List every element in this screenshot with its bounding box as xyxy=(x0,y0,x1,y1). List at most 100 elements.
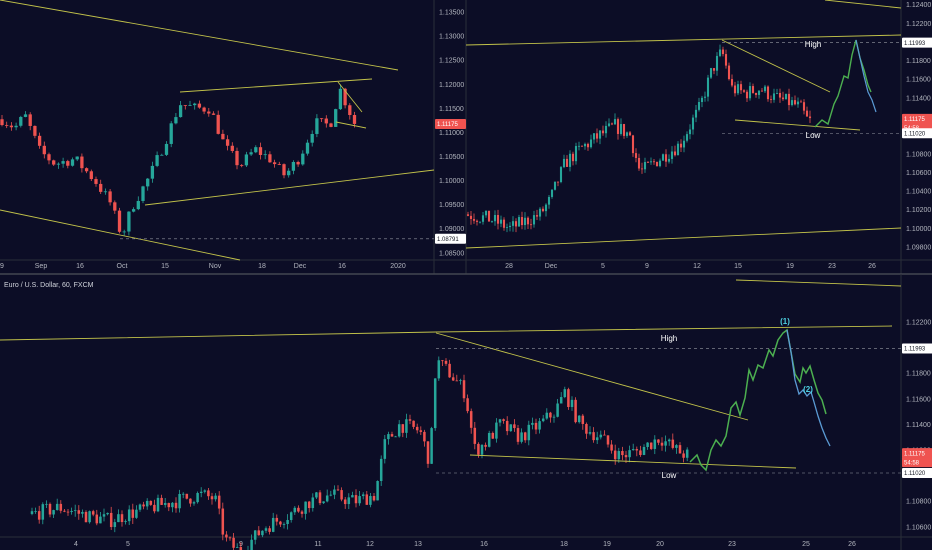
high-price-tag-bg xyxy=(902,343,932,354)
h1-candle xyxy=(469,411,473,428)
h1-candle xyxy=(37,511,41,520)
h4-candle xyxy=(673,151,677,156)
h4-candle xyxy=(655,161,659,167)
x-tick-label: 11 xyxy=(314,541,321,548)
low-price-tag-bg xyxy=(435,233,466,244)
h1-candle xyxy=(523,432,527,441)
h4-candle xyxy=(778,92,782,98)
h4-candle xyxy=(556,181,560,183)
h1-candle xyxy=(293,507,297,513)
h4-candle xyxy=(715,55,719,71)
h1-candle xyxy=(412,420,415,427)
last-price-tag-bg xyxy=(435,118,466,129)
high-price-tag: 1.11993 xyxy=(904,41,926,47)
h1-candle xyxy=(545,412,549,419)
y-tick-label: 1.12000 xyxy=(439,82,464,89)
h1-candle xyxy=(59,503,63,511)
h4-candle xyxy=(808,116,812,119)
h4-candle xyxy=(793,100,797,105)
daily-candle xyxy=(254,147,258,153)
h1-candle xyxy=(631,449,635,451)
h1-candle xyxy=(153,504,156,512)
h1-candle xyxy=(358,496,361,504)
h4-candle xyxy=(526,217,530,225)
left-price-axis-bg xyxy=(434,0,466,260)
h4-candle xyxy=(604,125,608,134)
h4-candle xyxy=(745,91,749,99)
h1-candle xyxy=(527,424,531,441)
h1-candle xyxy=(109,512,113,528)
h1-candle xyxy=(595,437,599,441)
h1-candle xyxy=(354,495,358,504)
h1-candle xyxy=(466,398,469,412)
h1-candle xyxy=(549,412,552,418)
daily-candle xyxy=(56,163,61,165)
h4-candle xyxy=(736,84,740,94)
x-tick-label: 2020 xyxy=(390,263,406,270)
h1-candle xyxy=(513,424,516,429)
daily-candle xyxy=(117,210,122,232)
h4-candle xyxy=(757,90,761,95)
h4-candle xyxy=(649,161,653,163)
h1-candle xyxy=(426,441,430,464)
h4-candle xyxy=(679,143,683,148)
h1-candle xyxy=(336,489,340,491)
h4-candle xyxy=(532,215,536,225)
daily-candle xyxy=(136,200,140,210)
x-tick-label: 4 xyxy=(74,541,78,548)
h1-candle xyxy=(113,522,117,528)
h4-candle xyxy=(751,86,755,93)
y-tick-label: 1.10800 xyxy=(906,499,931,506)
daily-candle xyxy=(272,162,277,165)
daily-candle xyxy=(296,161,300,165)
countdown-tag: 54:58 xyxy=(904,460,920,466)
h1-candle xyxy=(250,539,253,550)
h1-candle xyxy=(390,434,394,437)
h1-candle xyxy=(646,442,649,448)
daily-candle xyxy=(249,152,253,155)
h1-candle xyxy=(433,378,437,429)
h4-candle xyxy=(568,153,572,167)
h1-candle xyxy=(88,511,91,523)
h1-candle xyxy=(660,442,664,446)
h1-candle xyxy=(657,439,660,443)
x-tick-label: 5 xyxy=(601,263,605,270)
daily-candle xyxy=(230,145,234,151)
y-tick-label: 1.11800 xyxy=(906,58,931,65)
y-tick-label: 1.13500 xyxy=(439,10,464,17)
h1-candle xyxy=(581,415,585,424)
x-tick-label: 12 xyxy=(693,263,701,270)
daily-candle xyxy=(244,154,249,166)
h4-candle xyxy=(523,217,527,226)
h4-candle xyxy=(748,86,752,99)
h4-candle xyxy=(571,153,575,162)
h4-candle xyxy=(586,143,590,148)
high-price-tag: 1.11993 xyxy=(904,347,926,353)
h1-candle xyxy=(167,503,171,508)
h1-candle xyxy=(261,530,264,536)
h4-candle xyxy=(634,153,638,158)
y-tick-label: 1.10000 xyxy=(906,226,931,233)
h1-candle xyxy=(282,524,286,525)
low-price-tag-bg xyxy=(902,468,932,479)
h1-candle xyxy=(678,445,682,454)
h1-candle xyxy=(552,416,556,418)
h4-candle xyxy=(724,54,728,66)
daily-candle xyxy=(348,105,352,116)
h4-candle xyxy=(514,221,518,227)
y-tick-label: 1.12400 xyxy=(906,2,931,9)
h4-candle xyxy=(739,84,743,91)
h1-candle xyxy=(307,501,311,509)
daily-candle xyxy=(84,168,89,172)
h1-candle xyxy=(538,421,541,430)
x-tick-label: 25 xyxy=(802,541,810,548)
h4-candle xyxy=(538,208,542,217)
h4-candle xyxy=(511,221,515,226)
high-annotation: High xyxy=(805,40,821,49)
h1-candle xyxy=(106,512,109,515)
h1-candle xyxy=(210,496,214,500)
h1-candle xyxy=(149,500,153,505)
daily-candle xyxy=(235,150,239,166)
daily-candle xyxy=(263,154,267,156)
